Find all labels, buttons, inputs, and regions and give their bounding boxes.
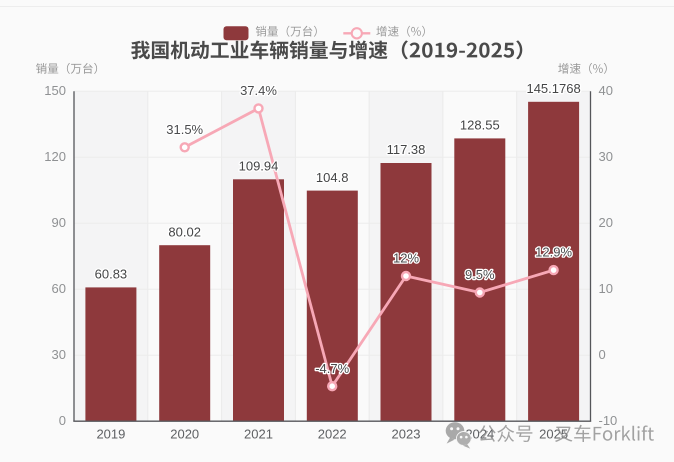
svg-text:60.83: 60.83: [95, 267, 128, 282]
svg-text:150: 150: [44, 83, 66, 98]
svg-text:12%: 12%: [393, 251, 419, 266]
svg-text:2025: 2025: [539, 426, 568, 441]
svg-text:145.1768: 145.1768: [526, 81, 580, 96]
svg-text:2021: 2021: [244, 426, 273, 441]
svg-text:2020: 2020: [170, 426, 199, 441]
svg-text:20: 20: [599, 215, 613, 230]
svg-text:2019: 2019: [96, 426, 125, 441]
svg-text:9.5%: 9.5%: [465, 267, 495, 282]
svg-text:109.94: 109.94: [239, 159, 279, 174]
svg-text:37.4%: 37.4%: [240, 83, 277, 98]
svg-text:60: 60: [52, 281, 66, 296]
svg-text:40: 40: [599, 83, 613, 98]
svg-text:12.9%: 12.9%: [535, 245, 572, 260]
svg-text:2024: 2024: [465, 426, 494, 441]
svg-text:0: 0: [59, 413, 66, 428]
svg-text:31.5%: 31.5%: [166, 122, 203, 137]
svg-text:120: 120: [44, 149, 66, 164]
svg-text:0: 0: [599, 347, 606, 362]
svg-text:-4.7%: -4.7%: [315, 361, 349, 376]
svg-text:-10: -10: [599, 413, 618, 428]
svg-text:128.55: 128.55: [460, 118, 500, 133]
svg-text:117.38: 117.38: [387, 142, 426, 157]
svg-text:90: 90: [52, 215, 66, 230]
svg-text:80.02: 80.02: [168, 224, 201, 239]
svg-text:104.8: 104.8: [316, 170, 349, 185]
svg-text:2022: 2022: [318, 426, 347, 441]
svg-text:10: 10: [599, 281, 613, 296]
svg-text:30: 30: [599, 149, 613, 164]
svg-text:30: 30: [52, 347, 66, 362]
svg-text:2023: 2023: [392, 426, 421, 441]
